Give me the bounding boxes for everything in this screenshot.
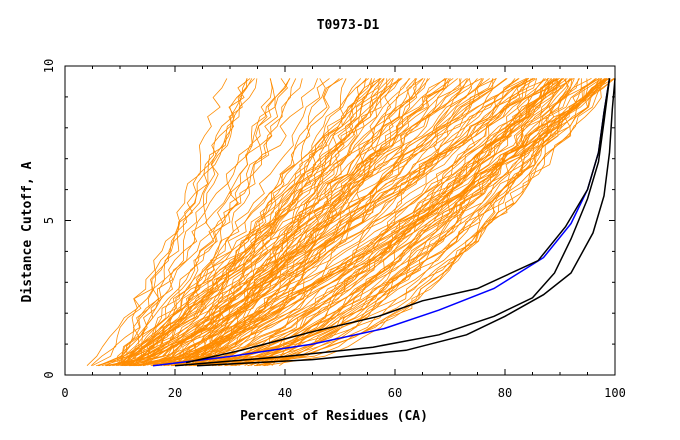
model-line: [234, 78, 558, 367]
y-axis-ticks: 0 5 10: [42, 59, 615, 379]
model-line: [98, 78, 248, 367]
model-line: [105, 78, 402, 367]
x-axis-ticks: 0 20 40 60 80 100: [61, 66, 626, 400]
y-tick-label: 5: [42, 217, 56, 224]
model-line: [224, 78, 600, 367]
model-line: [127, 78, 369, 366]
chart-title: T0973-D1: [317, 18, 380, 33]
model-line: [189, 78, 519, 367]
model-line: [140, 78, 551, 367]
model-line: [125, 78, 343, 367]
model-line: [108, 78, 340, 367]
model-line: [244, 78, 555, 367]
model-line: [144, 78, 528, 366]
model-line: [95, 78, 450, 367]
model-line: [158, 78, 462, 367]
model-line: [120, 78, 428, 366]
model-line: [211, 78, 588, 367]
model-line: [247, 78, 607, 367]
model-line: [206, 78, 423, 367]
model-line: [181, 78, 507, 367]
x-tick-label: 0: [61, 386, 68, 400]
model-line: [190, 78, 494, 367]
model-line: [174, 78, 482, 366]
model-line: [125, 78, 529, 367]
highlight-line-1: [185, 78, 611, 364]
model-line: [263, 78, 570, 367]
model-line: [120, 78, 248, 366]
model-line: [189, 78, 600, 367]
model-line: [165, 78, 451, 366]
model-line: [160, 78, 470, 367]
model-line: [211, 78, 372, 366]
model-line: [173, 78, 552, 366]
y-tick-label: 0: [42, 371, 56, 378]
model-line: [112, 78, 485, 367]
x-tick-label: 80: [498, 386, 512, 400]
model-line: [124, 78, 330, 367]
model-line: [115, 78, 401, 366]
model-line: [188, 78, 385, 366]
model-line: [192, 78, 381, 366]
model-line: [90, 78, 258, 366]
model-line: [197, 78, 609, 367]
highlight-line-3: [196, 78, 616, 367]
model-line: [255, 78, 549, 367]
model-line: [172, 78, 572, 367]
model-line: [134, 78, 497, 366]
model-line: [121, 78, 290, 366]
y-tick-label: 10: [42, 59, 56, 73]
model-line: [256, 78, 557, 367]
model-line: [129, 78, 564, 367]
highlight-line-2: [174, 78, 611, 367]
model-line: [178, 78, 494, 366]
model-line: [136, 78, 528, 367]
model-line: [117, 78, 253, 366]
model-line: [233, 78, 607, 367]
model-line: [160, 78, 532, 367]
model-line: [199, 78, 446, 366]
x-axis-title: Percent of Residues (CA): [240, 409, 428, 424]
model-line: [179, 78, 478, 367]
model-line: [133, 78, 602, 367]
model-line: [198, 78, 536, 366]
x-tick-label: 100: [604, 386, 626, 400]
x-tick-label: 40: [278, 386, 292, 400]
model-line: [128, 78, 318, 366]
model-line: [259, 78, 573, 367]
x-tick-label: 60: [388, 386, 402, 400]
model-line: [167, 78, 375, 366]
model-line: [128, 78, 289, 367]
model-line: [167, 78, 534, 367]
model-line: [163, 78, 572, 367]
model-line: [130, 78, 508, 367]
model-line: [230, 78, 579, 367]
model-line: [132, 78, 276, 366]
model-line: [123, 78, 568, 367]
model-line: [152, 78, 615, 367]
model-line: [114, 78, 297, 367]
model-line: [247, 78, 560, 367]
model-line: [171, 78, 600, 367]
x-tick-label: 20: [168, 386, 182, 400]
model-line: [132, 78, 255, 366]
model-line: [98, 78, 303, 367]
model-line: [185, 78, 564, 367]
model-line: [185, 78, 490, 367]
model-line: [139, 78, 430, 367]
model-line: [129, 78, 575, 367]
model-line: [174, 78, 603, 367]
model-line: [86, 78, 251, 366]
y-axis-title: Distance Cutoff, A: [20, 161, 35, 302]
model-line: [128, 78, 273, 367]
model-line: [170, 78, 448, 366]
highlight-model-lines: [152, 78, 616, 367]
